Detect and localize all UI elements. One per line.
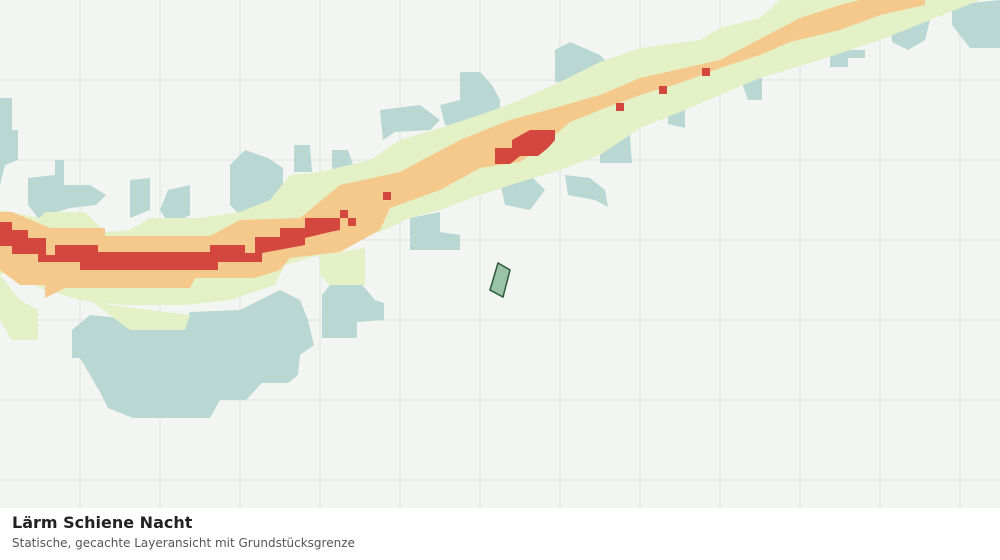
noise-zone-very-high bbox=[0, 68, 710, 270]
map-title: Lärm Schiene Nacht bbox=[12, 513, 193, 532]
parcel-boundary bbox=[489, 261, 511, 299]
map bbox=[0, 0, 1000, 508]
noise-zone-high bbox=[0, 0, 925, 298]
map-subtitle: Statische, gecachte Layeransicht mit Gru… bbox=[12, 536, 355, 550]
